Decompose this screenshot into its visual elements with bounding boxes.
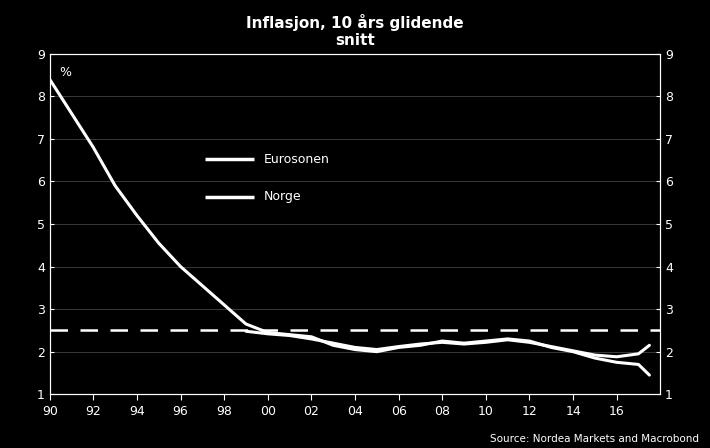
Text: %: % — [59, 66, 71, 79]
Text: Norge: Norge — [263, 190, 301, 203]
Text: Source: Nordea Markets and Macrobond: Source: Nordea Markets and Macrobond — [491, 434, 699, 444]
Title: Inflasjon, 10 års glidende
snitt: Inflasjon, 10 års glidende snitt — [246, 14, 464, 48]
Text: Eurosonen: Eurosonen — [263, 153, 329, 166]
